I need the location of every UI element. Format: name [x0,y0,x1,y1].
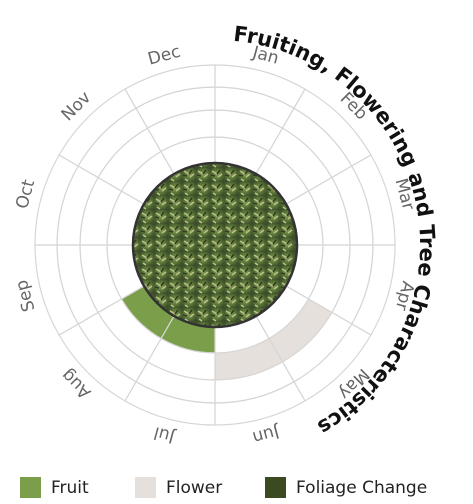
month-label: Jun [250,421,282,447]
legend-swatch [20,477,41,498]
month-label: Jul [152,422,178,447]
legend-label: Flower [166,478,222,498]
photo [131,161,299,329]
cell [124,64,216,109]
legend-label: Fruit [51,478,89,498]
legend-swatch [135,477,156,498]
legend-label: Foliage Change [296,478,427,498]
month-label: Oct [12,177,39,211]
legend-swatch [265,477,286,498]
month-label: Dec [146,42,183,70]
month-label: Sep [12,278,40,314]
